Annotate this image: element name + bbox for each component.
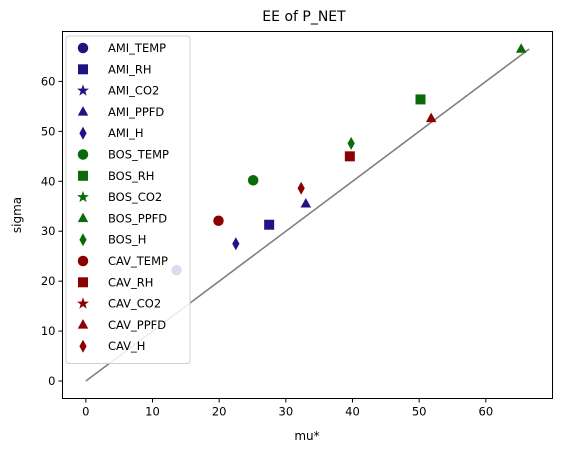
point-cav-h — [297, 181, 305, 195]
point-bos-rh — [415, 94, 426, 105]
legend-label: AMI_TEMP — [108, 41, 166, 55]
legend-marker-ami-rh — [78, 64, 88, 75]
point-cav-temp — [213, 215, 224, 226]
chart-title: EE of P_NET — [262, 9, 346, 25]
legend-label: BOS_PPFD — [108, 211, 167, 225]
y-tick-label: 60 — [41, 74, 56, 88]
legend-label: CAV_H — [108, 339, 145, 353]
y-tick-label: 30 — [41, 224, 56, 238]
legend-box — [65, 35, 191, 364]
legend-label: AMI_CO2 — [108, 84, 159, 98]
point-ami-ppfd — [300, 198, 312, 208]
x-axis-label: mu* — [294, 429, 319, 443]
x-tick-label: 30 — [279, 405, 294, 419]
legend-marker-cav-rh — [78, 277, 88, 288]
y-axis-label: sigma — [10, 197, 24, 233]
y-tick-label: 20 — [41, 274, 56, 288]
legend-marker-cav-ppfd — [77, 319, 89, 329]
legend-marker-ami-h — [79, 126, 87, 140]
legend-label: BOS_RH — [108, 169, 154, 183]
point-bos-ppfd — [515, 43, 527, 53]
point-ami-rh — [264, 219, 275, 230]
legend-marker-bos-ppfd — [77, 212, 89, 223]
legend-label: CAV_PPFD — [108, 318, 166, 332]
legend-label: AMI_H — [108, 126, 144, 140]
y-tick-label: 40 — [41, 174, 56, 188]
legend-label: CAV_RH — [108, 275, 153, 289]
x-tick-label: 60 — [479, 405, 494, 419]
point-ami-h — [232, 237, 240, 251]
x-tick-label: 10 — [145, 405, 160, 419]
y-tick-label: 50 — [41, 124, 56, 138]
axes-ticks: 0 10 20 30 40 50 60 0 10 20 30 40 50 60 — [41, 74, 493, 418]
plot-frame — [62, 31, 553, 399]
x-tick-label: 20 — [212, 405, 227, 419]
legend-marker-ami-ppfd — [77, 106, 89, 116]
y-tick-label: 0 — [48, 374, 55, 388]
legend-marker-cav-co2 — [77, 297, 89, 309]
legend-label: BOS_CO2 — [108, 190, 162, 204]
legend-label: CAV_TEMP — [108, 254, 168, 268]
x-tick-label: 40 — [345, 405, 360, 419]
x-tick-label: 0 — [82, 405, 89, 419]
legend-marker-ami-co2 — [77, 84, 89, 96]
legend-marker-cav-temp — [77, 255, 89, 267]
legend-label: BOS_TEMP — [108, 148, 169, 162]
legend-marker-bos-co2 — [77, 190, 89, 203]
x-tick-label: 50 — [412, 405, 427, 419]
point-bos-temp — [247, 175, 259, 186]
legend-label: AMI_PPFD — [108, 105, 164, 119]
legend-marker-bos-h — [79, 233, 87, 247]
point-cav-rh — [344, 151, 355, 162]
legend-label: CAV_CO2 — [108, 297, 161, 311]
y-tick-label: 10 — [41, 324, 56, 338]
point-cav-ppfd — [425, 112, 437, 123]
legend-marker-bos-temp — [77, 149, 89, 160]
legend-label: AMI_RH — [108, 62, 152, 76]
legend: AMI_TEMP AMI_RH AMI_CO2 AMI_PPFD AMI_H BOS_TE… — [65, 35, 191, 364]
point-bos-h — [347, 136, 355, 150]
legend-marker-cav-h — [79, 339, 87, 353]
legend-marker-bos-rh — [78, 170, 88, 181]
legend-label: BOS_H — [108, 233, 146, 247]
legend-marker-ami-temp — [77, 42, 89, 54]
